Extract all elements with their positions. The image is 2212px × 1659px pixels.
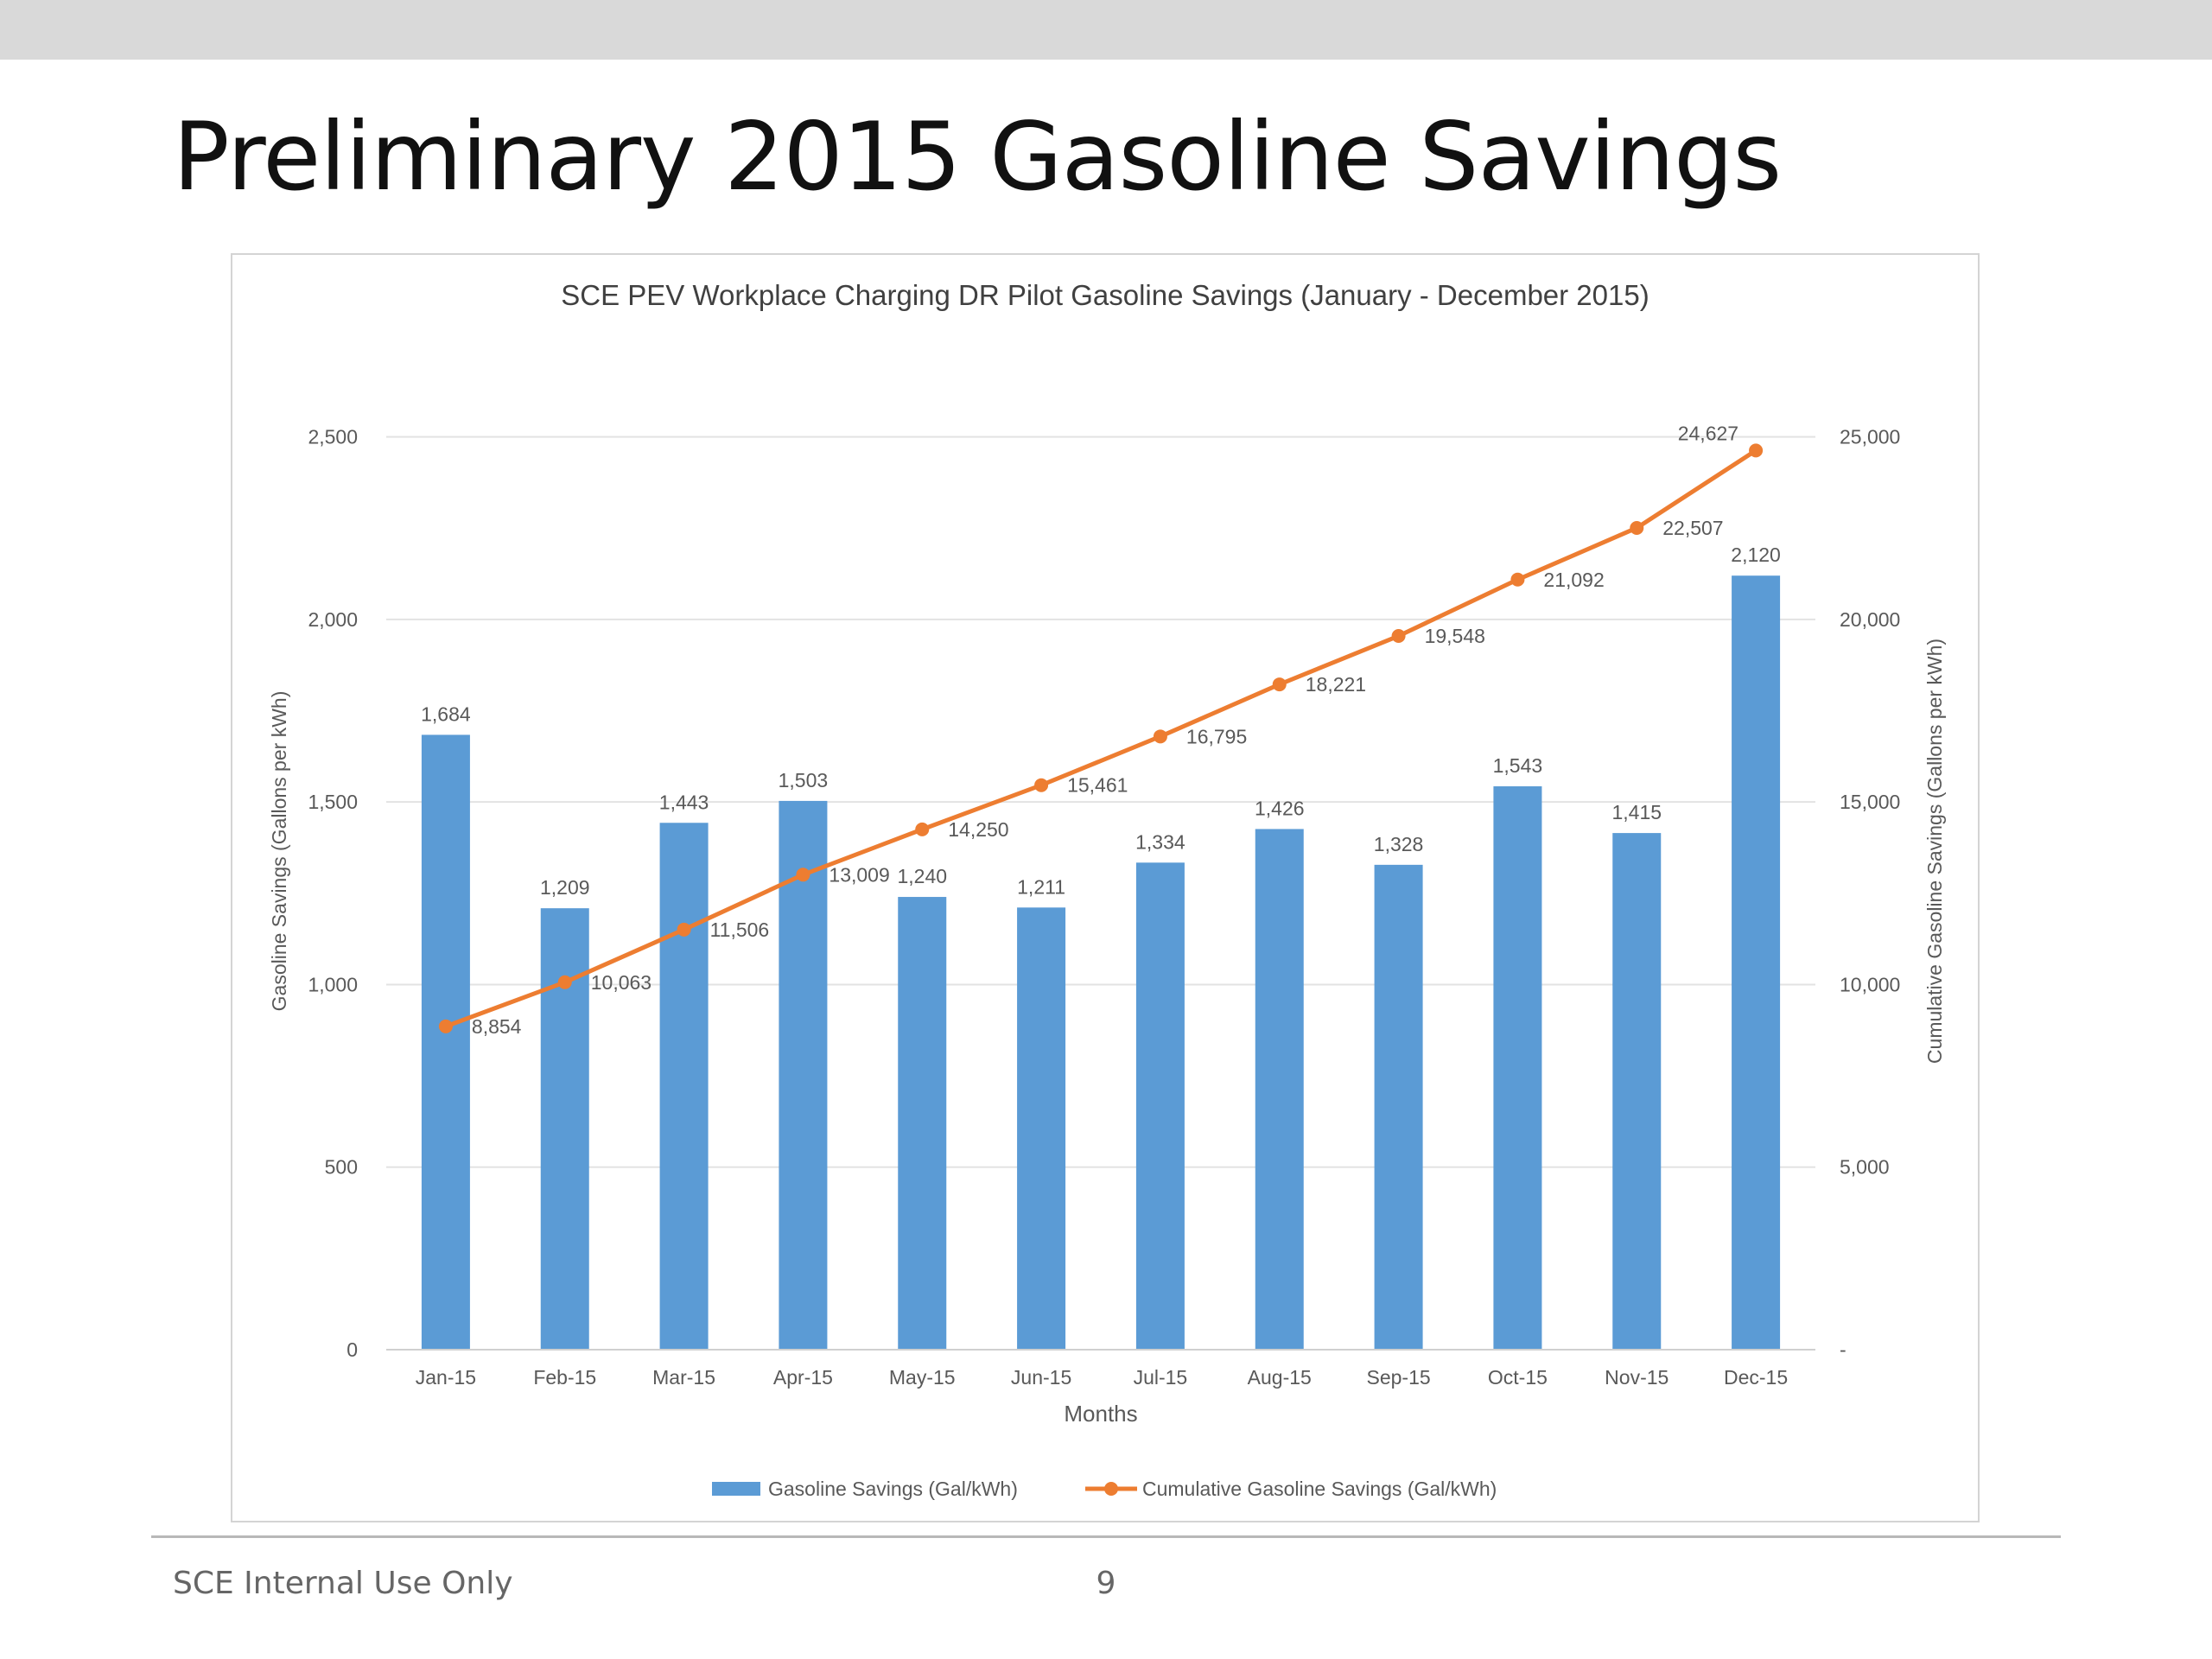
line-point xyxy=(557,975,572,989)
x-tick-label: Sep-15 xyxy=(1366,1366,1430,1389)
y-tick-label: 500 xyxy=(325,1156,358,1179)
line-data-label: 19,548 xyxy=(1425,625,1485,647)
bar xyxy=(779,800,828,1350)
bar-data-label: 1,543 xyxy=(1493,754,1543,777)
legend-label-bar: Gasoline Savings (Gal/kWh) xyxy=(768,1478,1018,1500)
line-data-label: 8,854 xyxy=(472,1015,522,1038)
line-point xyxy=(438,1019,453,1033)
x-tick-label: Mar-15 xyxy=(652,1366,715,1389)
y-tick-label: 1,000 xyxy=(308,973,358,995)
x-tick-label: May-15 xyxy=(889,1366,956,1389)
footer-text: SCE Internal Use Only xyxy=(173,1566,513,1601)
y2-tick-label: - xyxy=(1840,1338,1847,1361)
x-tick-label: Jan-15 xyxy=(416,1366,476,1389)
cumulative-line xyxy=(445,448,1758,1029)
y2-tick-label: 10,000 xyxy=(1840,973,1900,995)
bar xyxy=(659,823,709,1350)
bar xyxy=(1374,864,1423,1350)
bar xyxy=(1493,786,1542,1350)
y-tick-label: 0 xyxy=(346,1338,358,1361)
bar-data-label: 1,684 xyxy=(421,702,471,725)
bar-data-label: 1,211 xyxy=(1017,875,1065,898)
chart-frame: SCE PEV Workplace Charging DR Pilot Gaso… xyxy=(231,253,1980,1522)
y2-tick-label: 15,000 xyxy=(1840,791,1900,813)
y-tick-label: 1,500 xyxy=(308,791,358,813)
y-axis-title: Gasoline Savings (Gallons per kWh) xyxy=(268,691,290,1012)
bar xyxy=(421,734,470,1350)
page-number: 9 xyxy=(1096,1566,1116,1601)
x-tick-label: Dec-15 xyxy=(1724,1366,1788,1389)
y2-tick-label: 20,000 xyxy=(1840,608,1900,631)
line-point xyxy=(1630,520,1644,535)
x-axis-title: Months xyxy=(1064,1401,1137,1427)
footer-rule xyxy=(151,1535,2061,1538)
line-point xyxy=(1510,572,1525,587)
line-point xyxy=(1391,629,1406,644)
bar xyxy=(1612,833,1662,1350)
legend-label-line: Cumulative Gasoline Savings (Gal/kWh) xyxy=(1142,1478,1497,1500)
gasoline-savings-chart: SCE PEV Workplace Charging DR Pilot Gaso… xyxy=(268,279,1946,1500)
x-tick-label: Oct-15 xyxy=(1488,1366,1548,1389)
top-bar xyxy=(0,0,2212,60)
line-point xyxy=(1153,729,1167,744)
bar-data-label: 1,328 xyxy=(1374,833,1424,855)
x-tick-label: Jun-15 xyxy=(1011,1366,1071,1389)
x-tick-label: Nov-15 xyxy=(1605,1366,1669,1389)
line-point xyxy=(1749,443,1764,458)
line-data-label: 21,092 xyxy=(1543,569,1604,591)
line-point xyxy=(915,822,930,836)
y-tick-label: 2,000 xyxy=(308,608,358,631)
legend-swatch-marker xyxy=(1104,1482,1118,1496)
bar-data-label: 1,334 xyxy=(1135,830,1185,853)
bar xyxy=(1017,907,1066,1350)
x-tick-label: Aug-15 xyxy=(1248,1366,1312,1389)
y2-tick-label: 5,000 xyxy=(1840,1156,1890,1179)
bar-data-label: 1,415 xyxy=(1611,801,1662,823)
y-tick-label: 2,500 xyxy=(308,426,358,448)
line-point xyxy=(677,922,691,937)
x-tick-label: Feb-15 xyxy=(533,1366,596,1389)
line-data-label: 13,009 xyxy=(829,863,889,886)
chart-title: SCE PEV Workplace Charging DR Pilot Gaso… xyxy=(561,279,1649,311)
bar xyxy=(898,897,947,1350)
x-tick-label: Jul-15 xyxy=(1134,1366,1188,1389)
bar-data-label: 1,426 xyxy=(1255,797,1305,819)
line-point xyxy=(1034,778,1049,792)
x-tick-label: Apr-15 xyxy=(773,1366,833,1389)
line-data-label: 11,506 xyxy=(710,918,770,941)
line-point xyxy=(796,868,810,882)
line-data-label: 14,250 xyxy=(948,818,1008,841)
bar-data-label: 1,209 xyxy=(540,876,590,899)
line-data-label: 16,795 xyxy=(1186,725,1247,747)
line-data-label: 24,627 xyxy=(1678,422,1738,444)
bar-data-label: 2,120 xyxy=(1731,543,1781,566)
line-point xyxy=(1272,677,1287,692)
bar-data-label: 1,240 xyxy=(897,865,947,887)
y2-tick-label: 25,000 xyxy=(1840,426,1900,448)
line-data-label: 22,507 xyxy=(1662,517,1723,539)
legend-swatch-bar xyxy=(712,1482,760,1496)
bar xyxy=(1255,829,1304,1350)
slide-title: Preliminary 2015 Gasoline Savings xyxy=(173,102,1782,212)
line-data-label: 18,221 xyxy=(1306,673,1366,696)
bar-data-label: 1,503 xyxy=(779,769,829,791)
y2-axis-title: Cumulative Gasoline Savings (Gallons per… xyxy=(1923,639,1946,1064)
bar xyxy=(1135,862,1185,1350)
bar-data-label: 1,443 xyxy=(659,791,709,813)
bar xyxy=(1732,575,1781,1350)
line-data-label: 15,461 xyxy=(1067,774,1128,797)
line-data-label: 10,063 xyxy=(591,971,652,994)
